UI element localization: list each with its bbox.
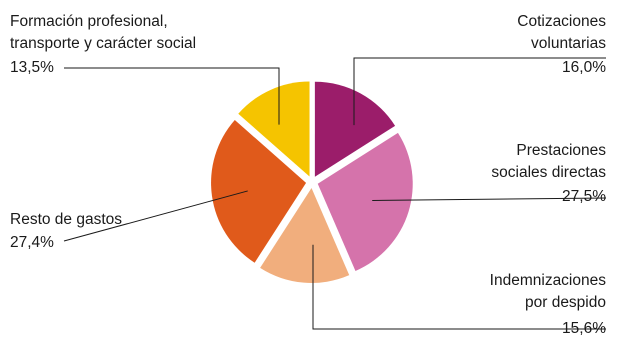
slice-value-label: 27,4% <box>10 234 54 251</box>
leader-lines <box>63 57 607 330</box>
slice-name-line: Formación profesional, <box>10 13 168 30</box>
slice-name-line: Prestaciones <box>516 142 606 159</box>
leader-line <box>63 190 248 242</box>
slice-name-line: sociales directas <box>491 164 606 181</box>
label-cotizaciones-voluntarias: Cotizaciones voluntarias 16,0% <box>517 13 606 76</box>
leader-line <box>312 244 606 330</box>
pie-slice <box>317 132 413 271</box>
label-indemnizaciones-por-despido: Indemnizaciones por despido 15,6% <box>490 272 607 337</box>
slice-name-line: Indemnizaciones <box>490 272 607 289</box>
leader-line <box>353 57 606 126</box>
label-resto-de-gastos: Resto de gastos 27,4% <box>10 211 122 251</box>
slice-name-line: por despido <box>525 294 606 311</box>
leader-line <box>372 197 607 202</box>
leader-line <box>64 67 280 125</box>
slice-name-line: Resto de gastos <box>10 211 122 228</box>
slice-value-label: 13,5% <box>10 59 54 76</box>
pie-slice <box>238 81 310 177</box>
slice-value-label: 27,5% <box>562 188 606 205</box>
slice-value-label: 16,0% <box>562 59 606 76</box>
pie-slice <box>260 187 350 283</box>
slice-value-label: 15,6% <box>562 320 606 337</box>
slice-name-line: transporte y carácter social <box>10 35 196 52</box>
pie-slice <box>314 81 396 177</box>
label-formacion-profesional: Formación profesional, transporte y cará… <box>10 13 196 76</box>
pie-slice <box>211 120 307 263</box>
slice-name-line: Cotizaciones <box>517 13 606 30</box>
pie-slices <box>211 81 413 283</box>
label-prestaciones-sociales-directas: Prestaciones sociales directas 27,5% <box>491 142 606 205</box>
slice-name-line: voluntarias <box>531 35 606 52</box>
